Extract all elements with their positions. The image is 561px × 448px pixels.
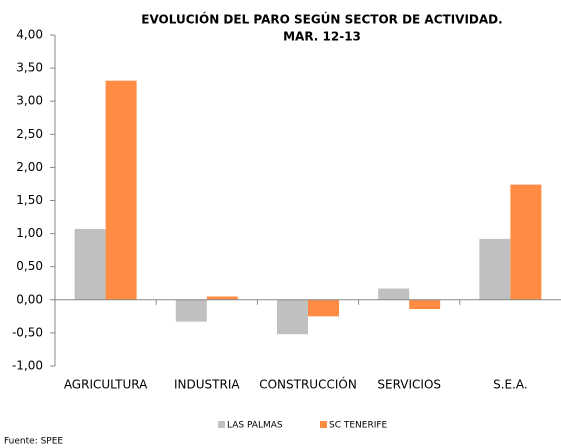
bar [74,228,106,300]
bar [378,288,410,300]
y-tick-label: 2,00 [16,160,43,174]
legend-swatch [320,421,327,428]
y-tick-label: 4,00 [16,28,43,42]
source: Fuente: SPEE [4,437,63,447]
bar [175,299,207,322]
bar [105,80,137,300]
bar [510,184,542,300]
y-tick-label: 3,50 [16,61,43,75]
y-tick-label: 0,00 [16,292,43,306]
chart-title: EVOLUCIÓN DEL PARO SEGÚN SECTOR DE ACTIV… [141,12,502,27]
x-tick-label: S.E.A. [493,378,528,392]
bar [277,299,308,335]
y-tick-label: 1,50 [16,193,43,207]
bar [308,299,339,317]
legend-swatch [218,421,225,428]
x-tick-label: INDUSTRIA [174,378,240,392]
legend-label: LAS PALMAS [227,421,283,431]
x-tick-label: AGRICULTURA [64,378,148,392]
y-tick-label: 1,00 [16,226,43,240]
y-tick-label: 0,50 [16,259,43,273]
bar [409,299,441,310]
x-tick-label: SERVICIOS [377,378,441,392]
bar [206,296,238,300]
x-tick-label: CONSTRUCCIÓN [259,377,357,392]
y-tick-label: -1,00 [12,359,43,373]
y-tick-label: -0,50 [12,325,43,339]
chart-title: MAR. 12-13 [283,30,361,44]
legend-label: SC TENERIFE [329,421,388,431]
y-tick-label: 3,00 [16,94,43,108]
bar [479,238,511,300]
y-tick-label: 2,50 [16,127,43,141]
